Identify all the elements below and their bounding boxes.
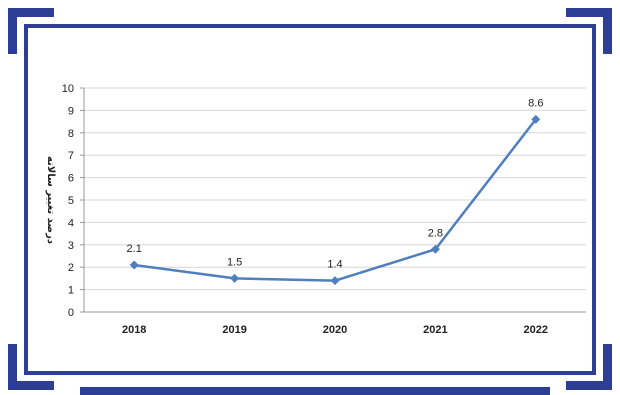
y-axis-ticks: 0 1 2 3 4 5 6 7 8 9 10 xyxy=(62,83,586,319)
data-point xyxy=(531,114,541,124)
data-label: 1.4 xyxy=(327,259,342,271)
y-tick-label: 1 xyxy=(68,285,74,297)
bottom-band xyxy=(80,387,550,395)
y-tick-label: 6 xyxy=(68,173,74,185)
y-tick-label: 2 xyxy=(68,262,74,274)
gridlines xyxy=(84,87,586,313)
y-axis-label: درصد تغییر سالانه xyxy=(45,156,56,244)
frame-corner-bottom-left-h xyxy=(8,381,54,390)
data-label: 1.5 xyxy=(227,256,242,268)
frame-corner-bottom-right-h xyxy=(566,381,612,390)
frame-corner-bottom-right-v xyxy=(603,344,612,390)
data-point xyxy=(230,273,240,283)
frame-corner-top-right-h xyxy=(566,8,612,17)
y-tick-label: 0 xyxy=(68,307,74,319)
y-tick-label: 5 xyxy=(68,195,74,207)
x-tick-label: 2018 xyxy=(122,324,146,336)
data-point xyxy=(129,260,139,270)
x-axis-ticks: 2018 2019 2020 2021 2022 xyxy=(122,324,548,336)
y-tick-label: 10 xyxy=(62,83,74,95)
y-tick-label: 9 xyxy=(68,105,74,117)
data-label: 8.6 xyxy=(528,97,543,109)
frame-corner-bottom-left-v xyxy=(8,344,17,390)
frame-corner-top-left-v xyxy=(8,8,17,54)
y-tick-label: 4 xyxy=(68,217,74,229)
frame-corner-top-left-h xyxy=(8,8,54,17)
frame-corner-top-right-v xyxy=(603,8,612,54)
x-tick-label: 2019 xyxy=(222,324,246,336)
x-tick-label: 2022 xyxy=(524,324,548,336)
series-layer xyxy=(129,114,541,286)
x-tick-label: 2021 xyxy=(423,324,447,336)
y-tick-label: 7 xyxy=(68,150,74,162)
data-labels: 2.1 1.5 1.4 2.8 8.6 xyxy=(127,97,544,270)
data-point xyxy=(330,276,340,286)
data-point xyxy=(430,244,440,254)
y-tick-label: 3 xyxy=(68,240,74,252)
data-label: 2.8 xyxy=(428,227,443,239)
data-label: 2.1 xyxy=(127,243,142,255)
x-tick-label: 2020 xyxy=(323,324,347,336)
y-tick-label: 8 xyxy=(68,128,74,140)
